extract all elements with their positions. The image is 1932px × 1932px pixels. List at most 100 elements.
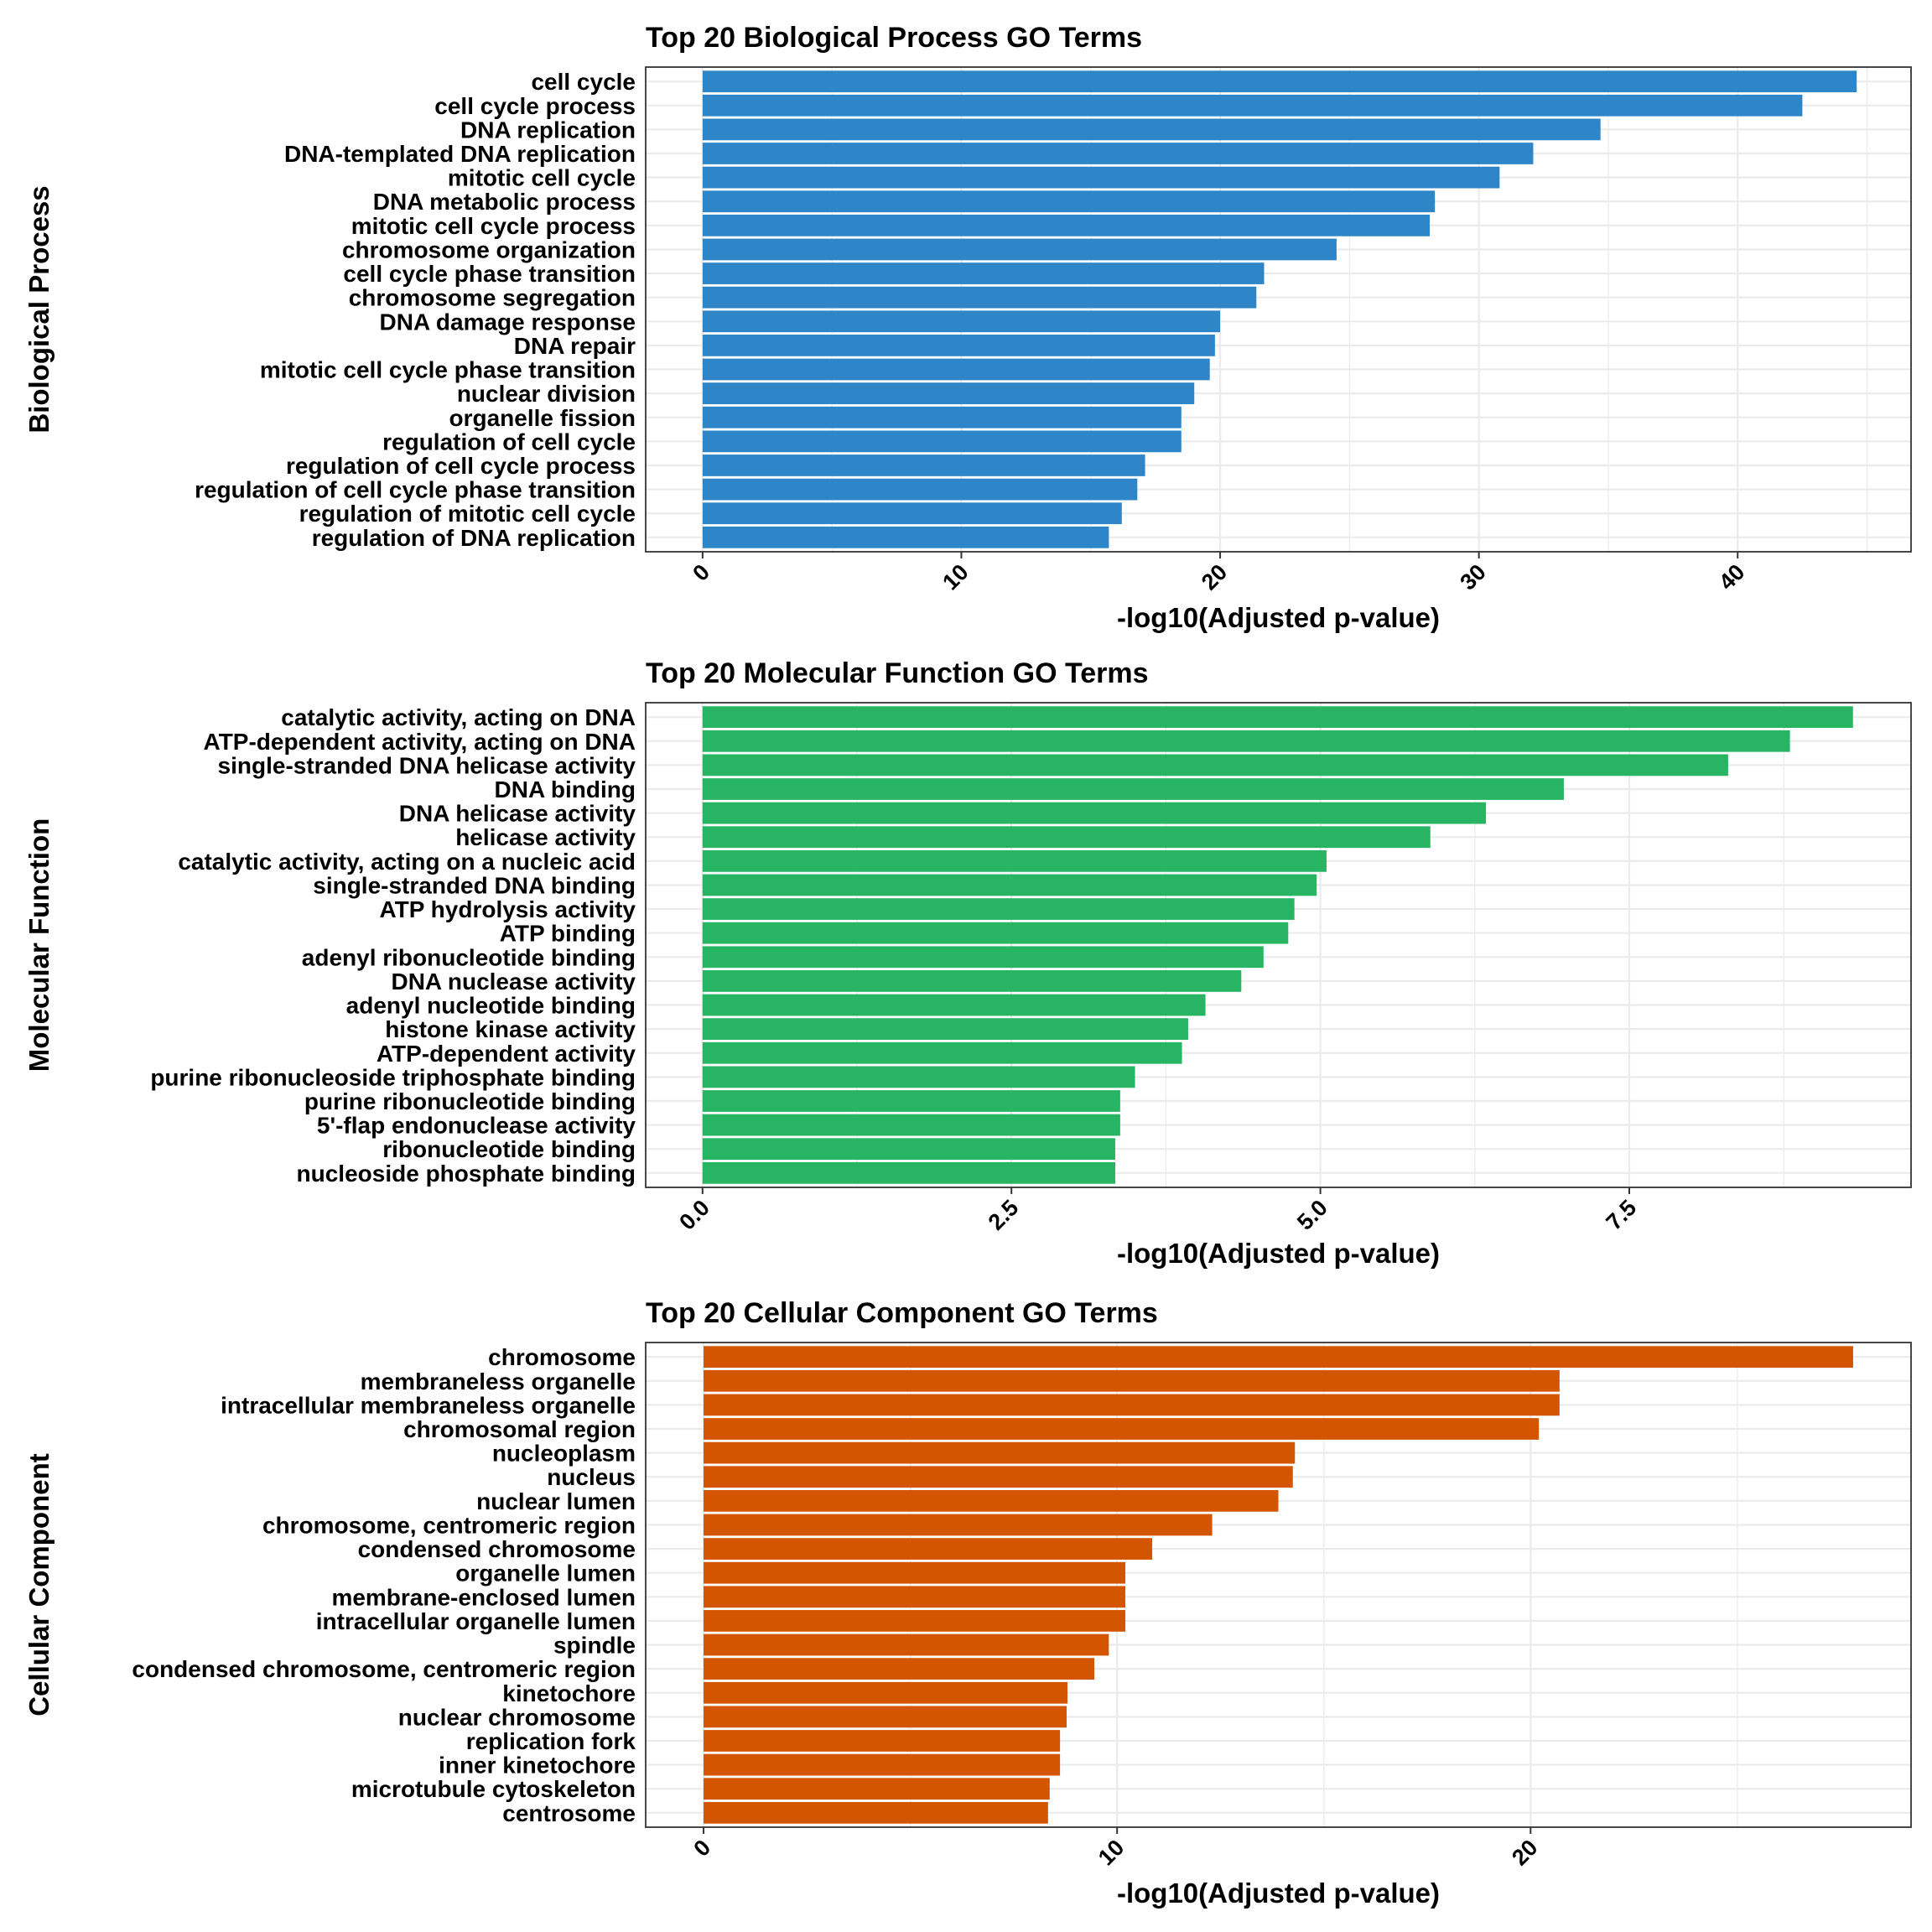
category-label: ribonucleotide binding — [382, 1136, 636, 1162]
category-label: DNA repair — [514, 333, 636, 359]
x-tick-label: 5.0 — [1292, 1195, 1332, 1235]
category-label: DNA helicase activity — [399, 801, 636, 827]
category-label: nuclear lumen — [476, 1488, 636, 1514]
x-tick-label: 0.0 — [674, 1195, 714, 1235]
category-label: regulation of cell cycle — [382, 428, 636, 454]
bar-condensed-chromosome — [704, 1538, 1153, 1560]
x-axis-title: -log10(Adjusted p-value) — [1117, 1877, 1440, 1909]
bar-dna-replication — [702, 118, 1601, 141]
bar-chromosome-organization — [702, 238, 1337, 261]
category-label: microtubule cytoskeleton — [351, 1776, 636, 1802]
category-label: catalytic activity, acting on a nucleic … — [178, 849, 636, 875]
category-label: single-stranded DNA helicase activity — [218, 752, 636, 778]
bar-cell-cycle — [702, 70, 1857, 93]
bar-nucleoside-phosphate-binding — [702, 1161, 1115, 1184]
y-axis-title: Cellular Component — [23, 1453, 55, 1716]
category-label: intracellular organelle lumen — [316, 1608, 636, 1634]
bar-dna-helicase-activity — [702, 802, 1487, 824]
category-label: regulation of mitotic cell cycle — [299, 501, 636, 527]
category-label: catalytic activity, acting on DNA — [281, 704, 636, 730]
category-label: DNA metabolic process — [373, 189, 636, 215]
bar-nuclear-division — [702, 382, 1195, 405]
x-tick-label: 2.5 — [984, 1195, 1024, 1235]
bar-purine-ribonucleoside-triphosphate-binding — [702, 1066, 1135, 1088]
category-label: membrane-enclosed lumen — [331, 1584, 636, 1610]
bar-nucleoplasm — [704, 1441, 1296, 1464]
bar-atp-dependent-activity — [702, 1041, 1182, 1064]
panel-border — [645, 702, 1912, 1188]
category-label: membraneless organelle — [361, 1368, 636, 1394]
category-label: ATP binding — [500, 921, 636, 947]
bar-spindle — [704, 1633, 1109, 1656]
bar-organelle-fission — [702, 406, 1182, 428]
category-label: helicase activity — [455, 824, 636, 850]
category-label: condensed chromosome — [358, 1536, 636, 1562]
category-label: purine ribonucleotide binding — [304, 1088, 636, 1114]
bar-histone-kinase-activity — [702, 1018, 1188, 1041]
bar-nuclear-chromosome — [704, 1706, 1067, 1728]
category-label: organelle lumen — [455, 1561, 636, 1587]
bar-regulation-of-cell-cycle-phase-transition — [702, 478, 1138, 501]
bar-microtubule-cytoskeleton — [704, 1778, 1050, 1800]
bar-kinetochore — [704, 1681, 1067, 1704]
bar-mitotic-cell-cycle-phase-transition — [702, 358, 1210, 381]
category-label: mitotic cell cycle process — [351, 213, 636, 239]
bar-intracellular-organelle-lumen — [704, 1610, 1126, 1632]
category-label: nucleus — [547, 1464, 636, 1490]
category-label: nucleoplasm — [492, 1441, 636, 1467]
category-label: adenyl nucleotide binding — [346, 993, 636, 1019]
x-tick-label: 0 — [688, 559, 714, 586]
bar-nucleus — [704, 1466, 1293, 1488]
category-label: 5'-flap endonuclease activity — [317, 1113, 636, 1139]
bar-mitotic-cell-cycle-process — [702, 214, 1431, 236]
category-label: regulation of DNA replication — [312, 525, 636, 551]
category-label: mitotic cell cycle — [448, 165, 636, 191]
bar-atp-binding — [702, 922, 1289, 944]
category-label: nuclear chromosome — [398, 1704, 636, 1730]
x-tick-label: 0 — [688, 1835, 715, 1862]
bar-catalytic-activity-acting-on-a-nucleic-acid — [702, 849, 1327, 872]
category-label: DNA damage response — [380, 309, 636, 335]
bar-chromosome — [704, 1346, 1853, 1368]
bar-ribonucleotide-binding — [702, 1138, 1115, 1161]
bar-regulation-of-dna-replication — [702, 526, 1109, 548]
category-label: chromosome — [488, 1344, 636, 1370]
bar-chromosome-centromeric-region — [704, 1514, 1213, 1536]
category-label: nucleoside phosphate binding — [297, 1161, 636, 1187]
bar-regulation-of-cell-cycle-process — [702, 454, 1145, 476]
category-label: ATP-dependent activity, acting on DNA — [204, 729, 636, 755]
category-label: histone kinase activity — [385, 1016, 636, 1042]
bar-dna-metabolic-process — [702, 190, 1436, 213]
category-label: cell cycle process — [434, 93, 636, 119]
category-label: regulation of cell cycle phase transitio… — [195, 477, 636, 503]
bar-replication-fork — [704, 1730, 1061, 1752]
x-tick-label: 7.5 — [1601, 1195, 1641, 1235]
bar-regulation-of-mitotic-cell-cycle — [702, 502, 1122, 525]
bar-single-stranded-dna-binding — [702, 874, 1317, 896]
bar-centrosome — [704, 1801, 1048, 1824]
bar-dna-damage-response — [702, 310, 1221, 333]
x-tick-label: 20 — [1507, 1835, 1542, 1870]
bar-membraneless-organelle — [704, 1369, 1560, 1392]
y-axis-title: Molecular Function — [23, 818, 55, 1072]
bar-atp-dependent-activity-acting-on-dna — [702, 730, 1790, 752]
bar-condensed-chromosome-centromeric-region — [704, 1658, 1095, 1680]
category-label: chromosomal region — [403, 1416, 636, 1442]
bar-chromosomal-region — [704, 1418, 1540, 1440]
category-label: intracellular membraneless organelle — [221, 1392, 636, 1418]
bar-atp-hydrolysis-activity — [702, 898, 1295, 920]
category-label: purine ribonucleoside triphosphate bindi… — [150, 1064, 636, 1090]
x-axis-title: -log10(Adjusted p-value) — [1117, 1238, 1440, 1269]
bar-5-flap-endonuclease-activity — [702, 1114, 1120, 1136]
category-label: chromosome segregation — [349, 285, 636, 311]
chart-title: Top 20 Cellular Component GO Terms — [646, 1297, 1158, 1329]
category-label: DNA nuclease activity — [391, 969, 636, 995]
panel-border — [645, 1342, 1912, 1828]
category-label: DNA binding — [495, 776, 636, 802]
bar-dna-binding — [702, 778, 1564, 800]
bar-cell-cycle-phase-transition — [702, 262, 1265, 284]
category-label: cell cycle — [531, 69, 636, 95]
bar-dna-nuclease-activity — [702, 970, 1242, 992]
category-label: cell cycle phase transition — [343, 261, 636, 287]
bar-chromosome-segregation — [702, 286, 1257, 309]
